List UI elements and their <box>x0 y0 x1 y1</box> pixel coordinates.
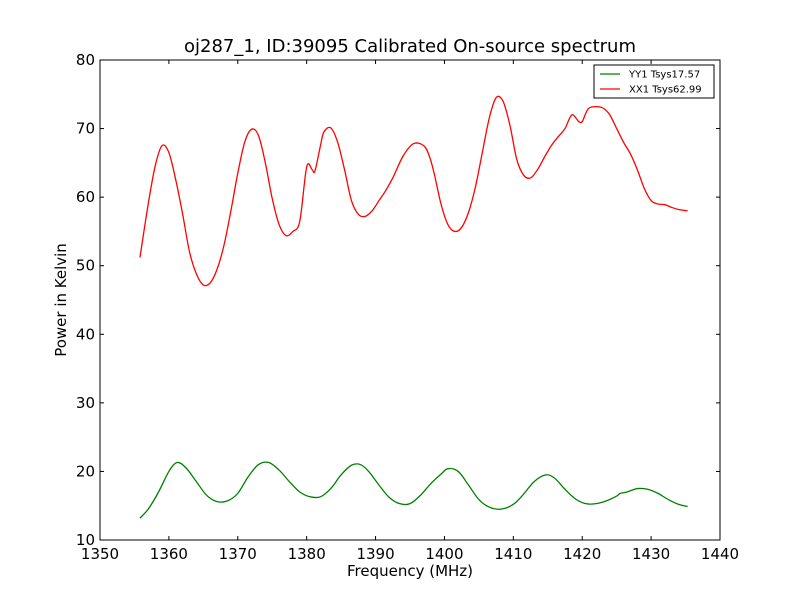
x-tick-label: 1360 <box>150 545 188 563</box>
y-tick-label: 60 <box>76 188 95 206</box>
y-tick-label: 20 <box>76 462 95 480</box>
chart-title: oj287_1, ID:39095 Calibrated On-source s… <box>184 36 636 57</box>
x-tick-label: 1370 <box>219 545 257 563</box>
y-tick-label: 80 <box>76 51 95 69</box>
x-tick-label: 1420 <box>563 545 601 563</box>
x-tick-label: 1380 <box>288 545 326 563</box>
series-layer <box>139 95 688 519</box>
y-tick-label: 30 <box>76 394 95 412</box>
legend-label-yy1: YY1 Tsys17.57 <box>628 70 700 81</box>
x-tick-label: 1410 <box>494 545 532 563</box>
legend: YY1 Tsys17.57 XX1 Tsys62.99 <box>593 64 715 99</box>
y-tick-label: 70 <box>76 120 95 138</box>
x-axis-label: Frequency (MHz) <box>347 562 473 580</box>
plot-frame <box>99 59 721 541</box>
series-line-0 <box>139 461 688 519</box>
y-axis-label: Power in Kelvin <box>52 243 70 357</box>
x-tick-label: 1390 <box>356 545 394 563</box>
x-tick-label: 1350 <box>81 545 119 563</box>
x-tick-label: 1430 <box>632 545 670 563</box>
y-axis-ticks: 10 20 30 40 50 60 70 80 <box>76 51 720 549</box>
legend-label-xx1: XX1 Tsys62.99 <box>629 85 702 96</box>
y-tick-label: 50 <box>76 257 95 275</box>
y-tick-label: 40 <box>76 325 95 343</box>
series-line-1 <box>139 95 688 287</box>
y-tick-label: 10 <box>76 531 95 549</box>
x-tick-label: 1440 <box>701 545 739 563</box>
x-tick-label: 1400 <box>425 545 463 563</box>
plot-area <box>100 60 720 540</box>
legend-box <box>593 64 715 99</box>
x-axis-ticks: 1350 1360 1370 1380 1390 1400 1410 1420 1430 1440 <box>81 60 739 563</box>
